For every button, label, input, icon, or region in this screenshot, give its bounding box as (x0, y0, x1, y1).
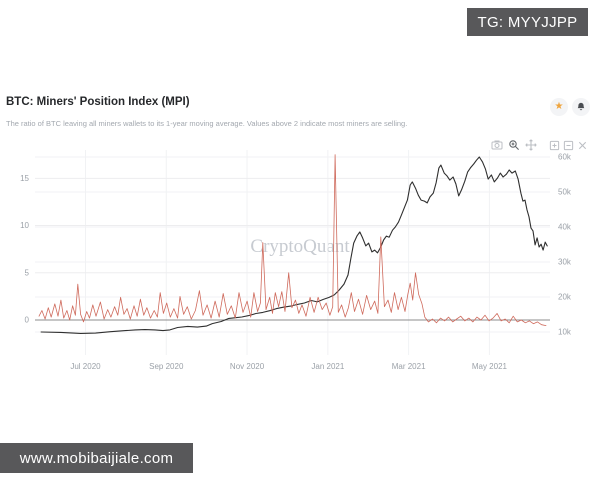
y-left-tick-label: 5 (25, 268, 30, 277)
y-right-tick-label: 40k (558, 223, 572, 232)
y-right-tick-label: 50k (558, 188, 572, 197)
x-tick-label: May 2021 (472, 362, 508, 371)
y-left-tick-label: 0 (25, 315, 30, 324)
zoom-icon[interactable] (508, 139, 520, 151)
header-actions: ★ (550, 98, 590, 116)
camera-icon[interactable] (491, 139, 503, 151)
x-tick-label: Jan 2021 (311, 362, 344, 371)
y-right-tick-label: 30k (558, 258, 572, 267)
price-line (40, 156, 548, 334)
y-right-tick-label: 10k (558, 328, 572, 337)
pan-icon[interactable] (525, 139, 537, 151)
y-left-tick-label: 15 (20, 174, 29, 183)
chart-subtitle: The ratio of BTC leaving all miners wall… (6, 119, 408, 128)
y-right-tick-label: 20k (558, 293, 572, 302)
tg-badge-text: TG: MYYJJPP (477, 13, 578, 31)
site-badge-text: www.mobibaijiale.com (19, 449, 174, 467)
bell-icon (577, 102, 585, 111)
y-left-tick-label: 10 (20, 221, 29, 230)
zoom-in-icon[interactable] (548, 139, 560, 151)
zoom-out-icon[interactable] (562, 139, 574, 151)
x-tick-label: Nov 2020 (230, 362, 265, 371)
reset-axes-icon[interactable] (576, 139, 588, 151)
page-title: BTC: Miners' Position Index (MPI) (6, 96, 190, 108)
tg-badge: TG: MYYJJPP (467, 8, 588, 36)
x-tick-label: Jul 2020 (70, 362, 101, 371)
mpi-line (38, 154, 547, 327)
watermark: CryptoQuant (250, 236, 350, 257)
chart-toolbar (491, 139, 588, 151)
x-tick-label: Sep 2020 (149, 362, 184, 371)
y-right-tick-label: 60k (558, 153, 572, 162)
favorite-button[interactable]: ★ (550, 98, 568, 116)
site-badge: www.mobibaijiale.com (0, 443, 193, 473)
star-icon: ★ (554, 101, 564, 112)
alerts-button[interactable] (572, 98, 590, 116)
x-tick-label: Mar 2021 (392, 362, 426, 371)
